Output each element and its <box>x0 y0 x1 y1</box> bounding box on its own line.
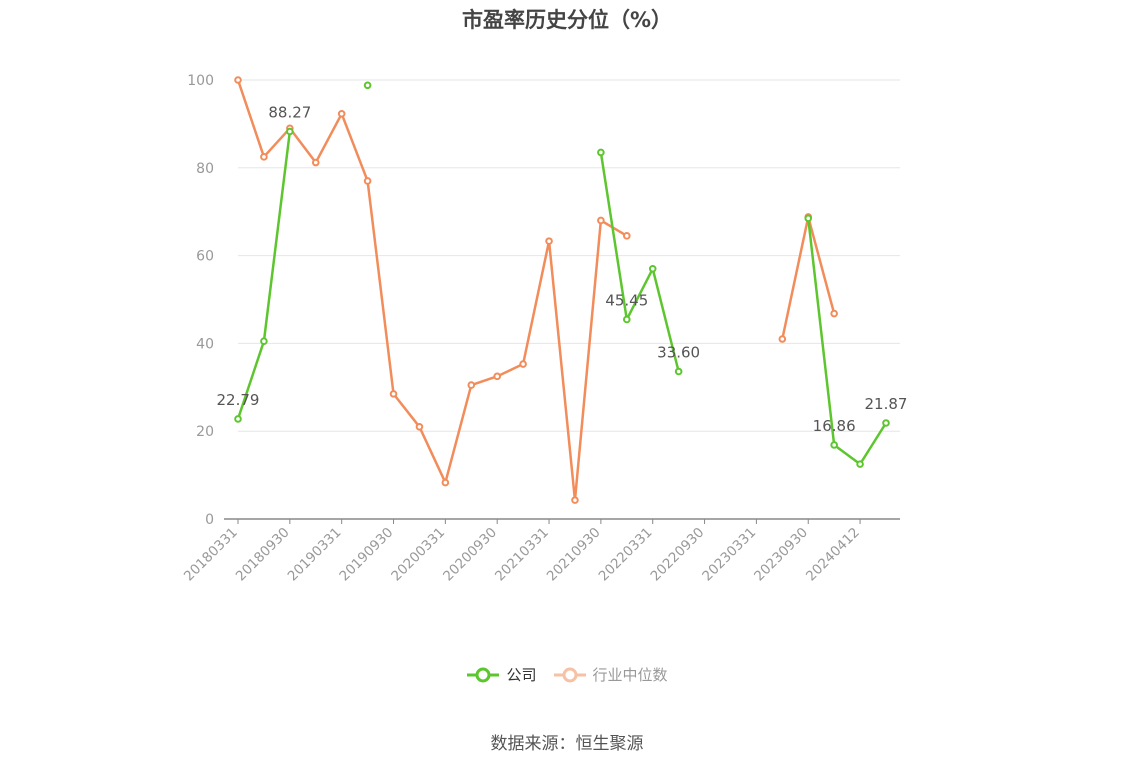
legend-industry-label: 行业中位数 <box>592 666 668 684</box>
series-line-0 <box>806 218 888 466</box>
data-label: 45.45 <box>605 291 648 309</box>
data-point <box>597 216 605 225</box>
data-point <box>674 367 683 376</box>
x-tick-label: 20190930 <box>336 525 396 585</box>
data-point <box>467 381 476 389</box>
data-point <box>571 496 579 504</box>
series-line-1 <box>781 215 836 340</box>
data-point <box>830 309 838 318</box>
data-point <box>519 360 527 368</box>
legend-company-swatch <box>467 667 500 682</box>
data-point <box>234 76 242 84</box>
data-point <box>623 315 631 324</box>
y-tick-label: 80 <box>196 161 214 177</box>
data-label: 16.86 <box>813 417 856 435</box>
data-point <box>389 390 398 398</box>
x-tick-label: 20230331 <box>699 525 759 585</box>
data-point <box>363 177 372 185</box>
data-point <box>337 110 346 118</box>
x-tick-label: 20200930 <box>440 525 500 585</box>
data-point <box>441 478 450 487</box>
x-tick-label: 20230930 <box>751 525 811 585</box>
data-label: 22.79 <box>217 391 260 409</box>
series-lines <box>236 79 888 502</box>
x-axis: 2018033120180930201903312019093020200331… <box>181 518 900 585</box>
y-tick-label: 40 <box>196 336 214 352</box>
data-label: 88.27 <box>268 103 311 121</box>
data-point <box>830 441 838 449</box>
data-point <box>363 81 372 90</box>
data-point <box>856 460 864 468</box>
x-tick-label: 20190331 <box>285 525 345 585</box>
data-point <box>286 127 294 136</box>
y-tick-label: 0 <box>205 512 214 528</box>
legend: 公司 行业中位数 <box>0 664 1134 685</box>
series-line-1 <box>236 79 628 502</box>
x-tick-label: 20210930 <box>544 525 604 585</box>
data-point <box>597 148 605 157</box>
x-tick-label: 20240412 <box>803 525 863 585</box>
data-point <box>260 153 268 161</box>
legend-item-company[interactable]: 公司 <box>466 664 537 685</box>
data-point <box>493 372 502 381</box>
data-point <box>545 237 553 245</box>
data-point <box>311 158 320 167</box>
x-tick-label: 20180930 <box>233 525 293 585</box>
x-tick-label: 20200331 <box>388 525 448 585</box>
chart-title: 市盈率历史分位（%） <box>461 8 673 32</box>
legend-company-label: 公司 <box>506 666 537 684</box>
data-label: 33.60 <box>657 343 700 361</box>
data-labels: 22.79 88.27 45.45 33.60 16.86 21.87 <box>217 103 908 434</box>
data-point <box>882 419 890 427</box>
series-line-0 <box>236 131 292 420</box>
legend-industry-swatch <box>553 667 586 682</box>
data-point <box>623 232 631 240</box>
y-tick-label: 100 <box>187 73 214 89</box>
data-label: 21.87 <box>865 395 908 413</box>
y-tick-label: 20 <box>196 424 214 440</box>
data-point <box>778 335 787 343</box>
x-tick-label: 20210331 <box>492 525 552 585</box>
series-line-0 <box>599 152 680 372</box>
x-tick-label: 20220930 <box>647 525 707 585</box>
data-point <box>234 415 242 423</box>
x-tick-label: 20220331 <box>596 525 656 585</box>
data-point <box>260 337 268 346</box>
data-point <box>804 214 813 223</box>
grid-lines <box>238 79 900 432</box>
legend-item-industry-median[interactable]: 行业中位数 <box>553 664 668 685</box>
data-point <box>415 423 424 431</box>
y-axis-ticks: 0 20 40 60 80 100 <box>187 73 214 528</box>
data-source: 数据来源：恒生聚源 <box>490 734 644 754</box>
y-tick-label: 60 <box>196 249 214 265</box>
series-points <box>234 76 890 504</box>
x-tick-label: 20180331 <box>181 525 241 585</box>
data-point <box>648 264 657 273</box>
